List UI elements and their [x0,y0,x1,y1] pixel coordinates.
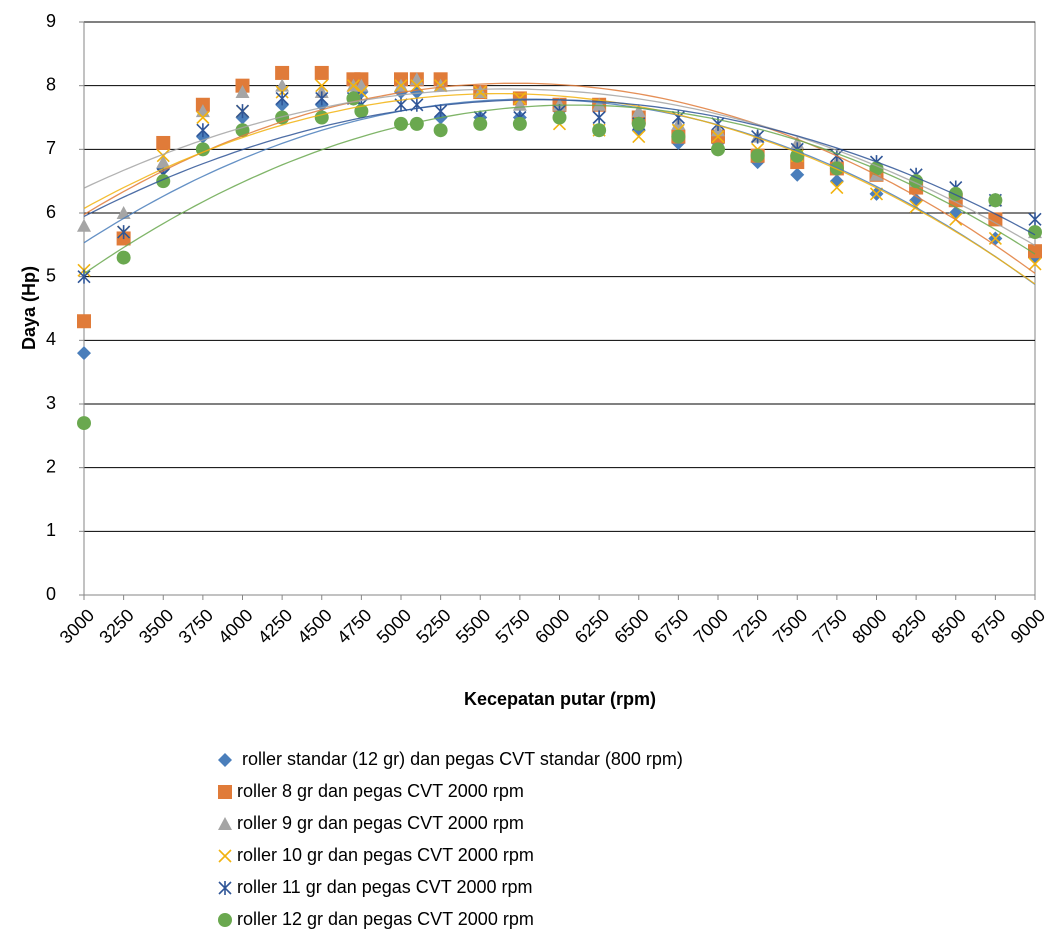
legend-marker [218,753,232,767]
marker [790,167,805,182]
marker [196,110,210,125]
marker [314,65,329,80]
marker [195,142,210,157]
legend-marker [218,913,232,927]
marker [77,314,91,329]
y-tick-label: 7 [46,138,56,158]
marker [1028,244,1042,259]
trendlines [83,82,1036,286]
marker [592,123,607,138]
legend-marker [218,817,232,830]
y-tick-label: 0 [46,584,56,604]
marker [235,123,250,138]
marker [77,346,91,361]
y-tick-label: 2 [46,456,56,476]
y-tick-label: 8 [46,74,56,94]
trendline [83,99,1036,236]
marker [354,104,369,119]
marker [1028,257,1042,271]
y-tick-label: 1 [46,520,56,540]
marker [631,116,646,131]
marker [592,97,607,111]
marker [77,218,91,232]
y-tick-label: 9 [46,11,56,31]
marker [235,85,250,99]
marker [77,416,91,431]
legend-text: roller 12 gr dan pegas CVT 2000 rpm [237,909,534,929]
marker [1028,212,1042,227]
marker [434,79,448,93]
legend-text: roller 8 gr dan pegas CVT 2000 rpm [237,781,524,801]
trendline [83,88,1036,247]
marker [632,130,646,144]
marker [473,85,487,99]
trendline [83,104,1036,275]
marker [592,110,606,125]
trendline [83,92,1036,285]
marker [156,135,171,150]
marker [433,123,448,138]
marker [315,91,329,106]
legend-marker [218,881,232,895]
legend-marker [218,785,232,799]
marker [409,116,424,131]
legend-text: roller standar (12 gr) dan pegas CVT sta… [242,749,683,769]
marker [711,130,725,144]
marker [830,180,844,195]
marker [552,110,567,125]
marker [434,104,448,119]
x-axis-title: Kecepatan putar (rpm) [464,689,656,709]
marker [275,91,289,106]
y-tick-label: 4 [46,329,56,349]
y-axis-title: Daya (Hp) [19,266,39,350]
marker [711,142,725,157]
marker [346,79,361,93]
marker [275,65,290,80]
marker [156,155,171,169]
marker [77,269,91,284]
marker [988,193,1003,208]
marker [473,116,488,131]
marker [116,250,131,265]
marker [394,116,408,131]
marker [671,129,686,144]
marker [512,116,527,131]
marker [196,123,210,138]
y-tick-label: 6 [46,202,56,222]
marker [117,225,131,240]
marker [1028,225,1042,240]
marker [750,148,765,163]
y-tick-label: 3 [46,393,56,413]
legend-text: roller 10 gr dan pegas CVT 2000 rpm [237,845,534,865]
marker [948,186,963,201]
marker [235,104,250,119]
legend-text: roller 11 gr dan pegas CVT 2000 rpm [237,877,533,897]
trendline [83,82,1036,274]
legend-marker [218,849,232,863]
marker [394,79,408,93]
legend-text: roller 9 gr dan pegas CVT 2000 rpm [237,813,524,833]
y-tick-label: 5 [46,265,56,285]
marker [156,149,170,163]
marker [315,79,329,93]
marker [314,110,329,125]
marker [631,104,646,118]
